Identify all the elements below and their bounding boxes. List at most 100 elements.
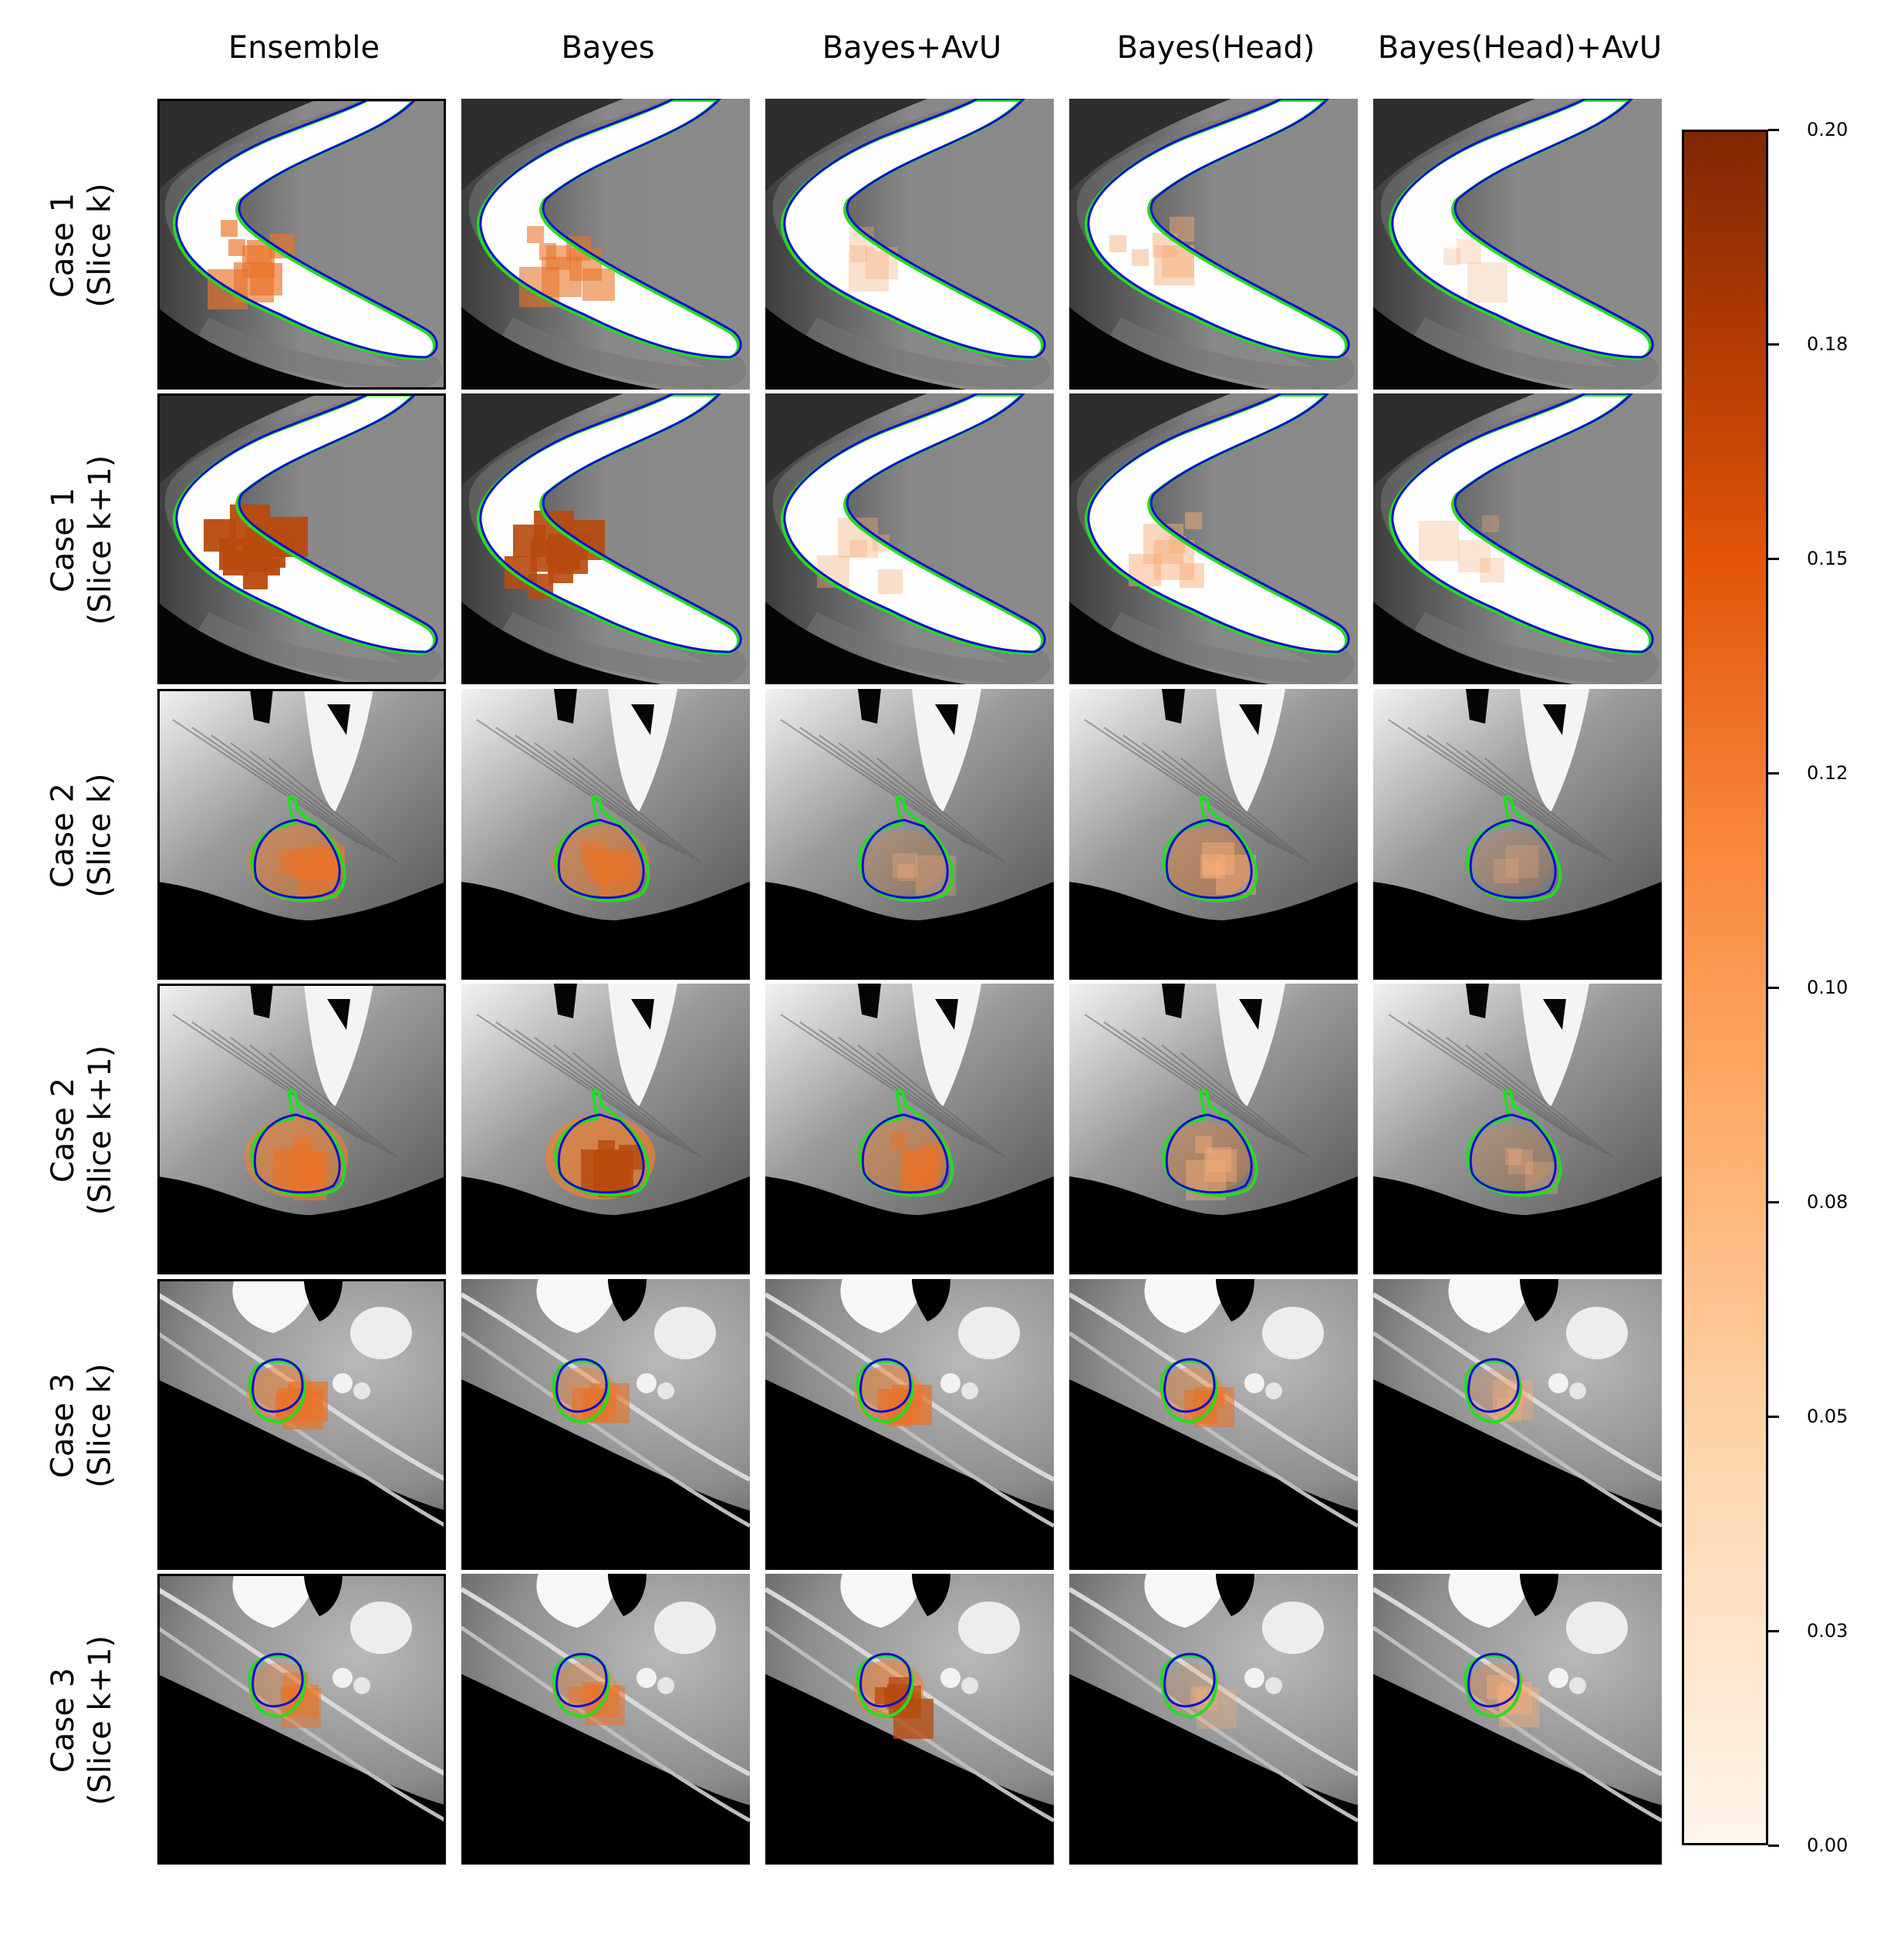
ct-slice-row4-bayes xyxy=(461,984,750,1274)
ct-uncertainty-overlay xyxy=(157,1279,446,1570)
ct-uncertainty-overlay xyxy=(157,1574,446,1865)
ct-slice-row5-bayes-avu xyxy=(765,1279,1054,1570)
ct-uncertainty-overlay xyxy=(157,393,446,684)
row-title-case3-slice-k: Case 3 (Slice k) xyxy=(35,1279,128,1572)
column-title-bayes-head-avu: Bayes(Head)+AvU xyxy=(1377,30,1663,66)
ct-slice-row1-ensemble xyxy=(157,99,446,390)
row-title-case2-slice-k: Case 2 (Slice k) xyxy=(35,689,128,982)
ct-slice-row6-bayes-avu xyxy=(765,1574,1054,1865)
ct-slice-row4-ensemble xyxy=(157,984,446,1274)
ct-uncertainty-overlay xyxy=(461,984,750,1274)
colorbar-tick-label: 0.12 xyxy=(1807,762,1848,784)
colorbar-tick-mark xyxy=(1768,343,1779,346)
ct-uncertainty-overlay xyxy=(1069,1574,1358,1865)
ct-uncertainty-overlay xyxy=(1373,99,1662,390)
row-title-line1: Case 3 xyxy=(46,1372,81,1479)
ct-uncertainty-overlay xyxy=(1373,984,1662,1274)
ct-slice-row5-bayes-head-avu xyxy=(1373,1279,1662,1570)
row-title-line2: (Slice k) xyxy=(83,1363,118,1488)
row-title-case1-slice-k1: Case 1 (Slice k+1) xyxy=(35,393,128,687)
ct-slice-row3-bayes-head xyxy=(1069,689,1358,980)
ct-slice-row1-bayes-head-avu xyxy=(1373,99,1662,390)
ct-slice-row1-bayes-avu xyxy=(765,99,1054,390)
ct-slice-row1-bayes xyxy=(461,99,750,390)
ct-slice-row5-bayes-head xyxy=(1069,1279,1358,1570)
colorbar-tick-label: 0.03 xyxy=(1807,1620,1848,1642)
colorbar-tick-mark xyxy=(1768,558,1779,560)
ct-uncertainty-overlay xyxy=(765,99,1054,390)
ct-uncertainty-overlay xyxy=(157,689,446,980)
row-title-line1: Case 2 xyxy=(46,782,81,889)
ct-slice-row1-bayes-head xyxy=(1069,99,1358,390)
ct-slice-row5-bayes xyxy=(461,1279,750,1570)
colorbar-tick-label: 0.10 xyxy=(1807,977,1848,998)
row-title-case3-slice-k1: Case 3 (Slice k+1) xyxy=(35,1574,128,1867)
ct-slice-row3-ensemble xyxy=(157,689,446,980)
ct-slice-row6-bayes-head-avu xyxy=(1373,1574,1662,1865)
row-title-case2-slice-k1: Case 2 (Slice k+1) xyxy=(35,984,128,1277)
colorbar-tick-label: 0.20 xyxy=(1807,119,1848,140)
ct-slice-row2-bayes xyxy=(461,393,750,684)
column-title-bayes: Bayes xyxy=(561,30,655,66)
ct-slice-row4-bayes-head-avu xyxy=(1373,984,1662,1274)
ct-slice-row2-bayes-head-avu xyxy=(1373,393,1662,684)
ct-slice-row2-ensemble xyxy=(157,393,446,684)
ct-uncertainty-overlay xyxy=(765,689,1054,980)
ct-slice-row6-ensemble xyxy=(157,1574,446,1865)
colorbar-tick-mark xyxy=(1768,1845,1779,1847)
row-title-line2: (Slice k+1) xyxy=(83,1045,118,1216)
ct-slice-row4-bayes-avu xyxy=(765,984,1054,1274)
row-title-line2: (Slice k) xyxy=(83,183,118,308)
colorbar-tick-mark xyxy=(1768,129,1779,131)
row-title-line2: (Slice k) xyxy=(83,773,118,898)
row-title-line2: (Slice k+1) xyxy=(83,454,118,626)
ct-uncertainty-overlay xyxy=(1373,1574,1662,1865)
colorbar-tick-label: 0.18 xyxy=(1807,333,1848,355)
ct-uncertainty-overlay xyxy=(765,393,1054,684)
ct-uncertainty-overlay xyxy=(1373,1279,1662,1570)
ct-slice-row6-bayes-head xyxy=(1069,1574,1358,1865)
row-title-line1: Case 3 xyxy=(46,1667,81,1774)
colorbar-tick-label: 0.08 xyxy=(1807,1191,1848,1213)
row-title-case1-slice-k: Case 1 (Slice k) xyxy=(35,99,128,392)
ct-slice-row6-bayes xyxy=(461,1574,750,1865)
ct-uncertainty-overlay xyxy=(1373,393,1662,684)
ct-uncertainty-overlay xyxy=(765,1279,1054,1570)
uncertainty-colorbar xyxy=(1682,130,1768,1845)
ct-slice-row4-bayes-head xyxy=(1069,984,1358,1274)
colorbar-tick-label: 0.05 xyxy=(1807,1406,1848,1427)
colorbar-tick-mark xyxy=(1768,772,1779,775)
ct-uncertainty-overlay xyxy=(1069,984,1358,1274)
ct-uncertainty-overlay xyxy=(1069,393,1358,684)
ct-uncertainty-overlay xyxy=(1069,689,1358,980)
ct-uncertainty-overlay xyxy=(765,984,1054,1274)
colorbar-tick-label: 0.15 xyxy=(1807,548,1848,569)
ct-slice-row3-bayes-avu xyxy=(765,689,1054,980)
ct-uncertainty-overlay xyxy=(157,984,446,1274)
ct-uncertainty-overlay xyxy=(461,1279,750,1570)
ct-slice-row2-bayes-avu xyxy=(765,393,1054,684)
column-title-bayes-avu: Bayes+AvU xyxy=(822,30,1002,66)
ct-uncertainty-overlay xyxy=(1069,1279,1358,1570)
colorbar-tick-mark xyxy=(1768,1201,1779,1203)
ct-uncertainty-overlay xyxy=(1069,99,1358,390)
colorbar-tick-label: 0.00 xyxy=(1807,1834,1848,1856)
ct-uncertainty-overlay xyxy=(1373,689,1662,980)
ct-uncertainty-overlay xyxy=(461,689,750,980)
row-title-line2: (Slice k+1) xyxy=(83,1635,118,1806)
ct-slice-row3-bayes xyxy=(461,689,750,980)
colorbar-tick-mark xyxy=(1768,1630,1779,1632)
ct-slice-row5-ensemble xyxy=(157,1279,446,1570)
row-title-line1: Case 2 xyxy=(46,1077,81,1183)
ct-uncertainty-overlay xyxy=(461,393,750,684)
column-title-bayes-head: Bayes(Head) xyxy=(1116,30,1315,66)
column-title-ensemble: Ensemble xyxy=(228,30,380,66)
colorbar-tick-mark xyxy=(1768,1416,1779,1418)
row-title-line1: Case 1 xyxy=(46,487,81,593)
colorbar-tick-mark xyxy=(1768,987,1779,989)
ct-uncertainty-overlay xyxy=(765,1574,1054,1865)
ct-uncertainty-overlay xyxy=(461,1574,750,1865)
ct-uncertainty-overlay xyxy=(157,99,446,390)
ct-slice-row3-bayes-head-avu xyxy=(1373,689,1662,980)
row-title-line1: Case 1 xyxy=(46,192,81,299)
